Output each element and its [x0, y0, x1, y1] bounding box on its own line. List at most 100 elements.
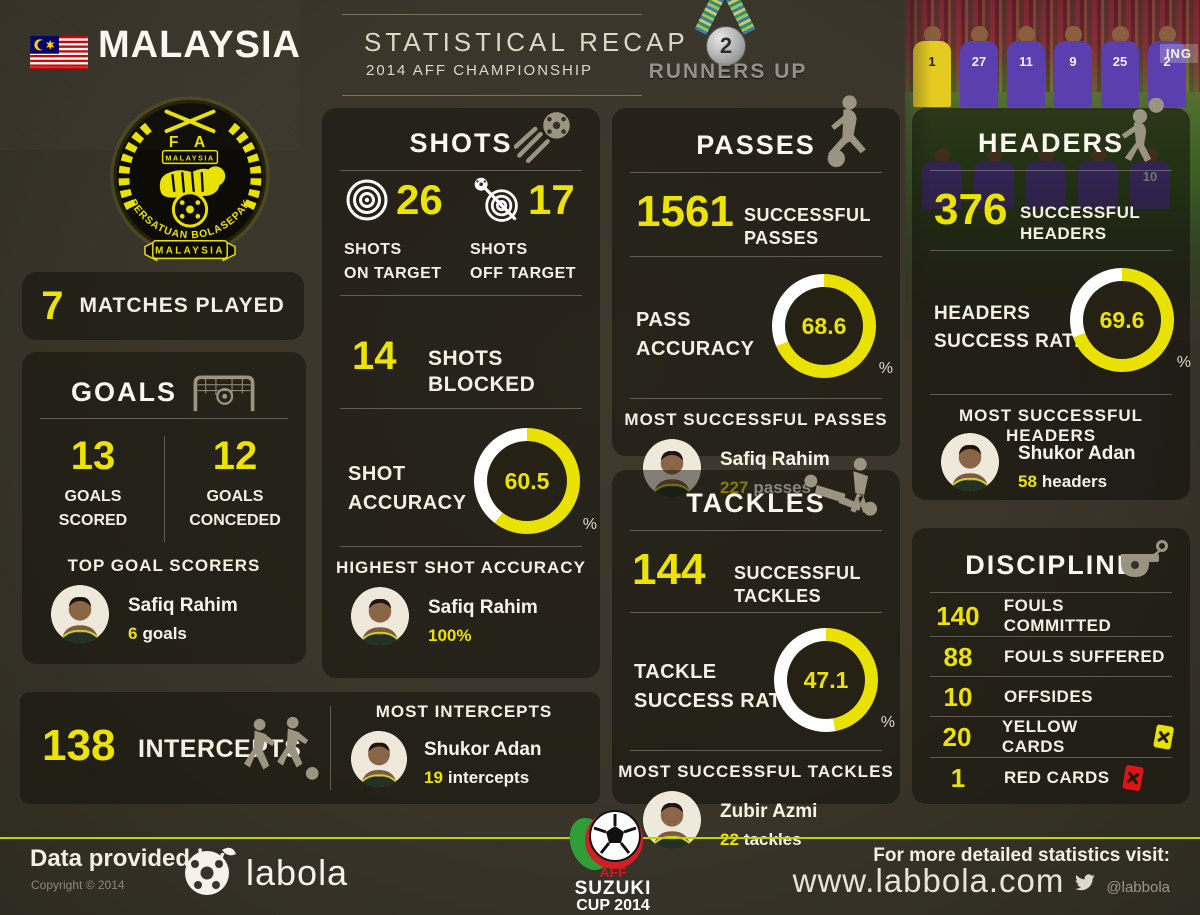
- yellow-card-icon: [1152, 722, 1176, 751]
- percent-sign: %: [878, 360, 893, 377]
- goals-scored-value: 13: [70, 434, 116, 478]
- headers-success-rate-gauge: 69.6 %: [1070, 268, 1191, 372]
- stat-unit: intercepts: [447, 767, 530, 787]
- stat-value: 58: [1018, 471, 1037, 491]
- offsides-value: 10: [943, 681, 973, 712]
- header-divider-bottom: [342, 95, 642, 96]
- twitter-handle[interactable]: @labbola: [1106, 879, 1170, 896]
- intercepts-strip: 138 INTERCEPTS MOST INTERCEPTS Shukor Ad…: [20, 692, 600, 804]
- top-scorer-stat: Safiq Rahim 6 goals: [128, 592, 238, 646]
- player-name: Zubir Azmi: [720, 801, 818, 822]
- stat-value: 100%: [428, 625, 472, 645]
- intercepts-label: INTERCEPTS: [138, 735, 302, 763]
- comet-ball-icon: [514, 112, 570, 164]
- discipline-row: 1 RED CARDS: [928, 758, 1176, 798]
- highest-shot-accuracy-stat: Safiq Rahim 100%: [428, 594, 538, 648]
- suzuki-line2: CUP 2014: [576, 897, 650, 913]
- shot-accuracy-value: 60.5: [504, 467, 550, 494]
- most-intercepts-stat: Shukor Adan 19 intercepts: [424, 736, 542, 790]
- player-avatar: [50, 584, 110, 644]
- successful-tackles-label: SUCCESSFUL TACKLES: [734, 563, 861, 606]
- fouls-committed-label: FOULS COMMITTED: [1003, 596, 1112, 635]
- goals-scored-label: GOALS: [64, 488, 122, 505]
- intercept-players-icon: [243, 716, 319, 780]
- player-name: Shukor Adan: [1018, 443, 1136, 464]
- player-avatar: [940, 432, 1000, 492]
- successful-tackles-value: 144: [632, 545, 706, 594]
- medal-label: RUNNERS UP: [648, 60, 808, 83]
- successful-passes-label: SUCCESSFUL PASSES: [744, 205, 871, 248]
- discipline-row: 20 YELLOW CARDS: [928, 717, 1176, 757]
- offsides-label: OFFSIDES: [1004, 687, 1094, 706]
- player-name: Shukor Adan: [424, 739, 542, 760]
- fam-crest-logo: F A MALAYSIA PERSATUAN BOLASEPAK MALAYSI…: [110, 96, 270, 262]
- stat-value: 22: [720, 829, 739, 849]
- stat-value: 19: [424, 767, 443, 787]
- goals-conceded-label: GOALS: [206, 488, 264, 505]
- kicking-player-icon: [827, 95, 866, 168]
- headers-success-rate-value: 69.6: [1099, 306, 1145, 333]
- tackle-players-icon: [804, 457, 878, 516]
- header-divider-top: [342, 14, 642, 15]
- goals-conceded-value: 12: [212, 434, 258, 478]
- player-name: Safiq Rahim: [720, 449, 830, 470]
- most-successful-passes-title: MOST SUCCESSFUL PASSES: [624, 410, 888, 429]
- most-successful-tackles-title: MOST SUCCESSFUL TACKLES: [618, 762, 894, 781]
- tackle-success-rate-value: 47.1: [803, 666, 849, 693]
- goals-panel: GOALS 13 GOALS SCORED 12 GOALS CONCEDED: [22, 352, 306, 664]
- fouls-suffered-value: 88: [943, 641, 973, 672]
- copyright-label: Copyright © 2014: [31, 878, 125, 892]
- goal-net-icon: [193, 375, 255, 412]
- stat-unit: goals: [142, 623, 187, 643]
- page-subtitle: 2014 AFF CHAMPIONSHIP: [366, 62, 594, 79]
- shots-blocked-value: 14: [352, 334, 397, 378]
- headers-title: HEADERS: [977, 128, 1125, 158]
- pass-accuracy-label: PASS ACCURACY: [636, 309, 755, 360]
- shots-title: SHOTS: [409, 128, 513, 158]
- stat-value: 227: [720, 477, 749, 497]
- suzuki-aff-text: AFF: [599, 864, 627, 880]
- stat-unit: tackles: [743, 829, 802, 849]
- page-title: STATISTICAL RECAP: [364, 27, 689, 57]
- shots-off-target-label: OFF TARGET: [470, 265, 577, 282]
- shots-on-target-value: 26: [396, 176, 443, 223]
- medal-icon: 2: [706, 26, 746, 66]
- off-target-icon: [474, 177, 518, 222]
- shots-on-target-label: SHOTS: [344, 241, 402, 258]
- percent-sign: %: [582, 516, 597, 533]
- labola-logo-text: labola: [246, 852, 349, 893]
- tackle-success-rate-label: TACKLE SUCCESS RATE: [634, 661, 796, 712]
- fouls-committed-value: 140: [936, 600, 980, 631]
- most-successful-headers-stat: Shukor Adan 58 headers: [1018, 440, 1136, 494]
- whistle-icon: [1121, 540, 1168, 577]
- labola-logo-icon: [185, 847, 236, 895]
- goals-conceded-label: CONCEDED: [189, 512, 281, 529]
- stat-unit: headers: [1041, 471, 1108, 491]
- successful-headers-label: SUCCESSFUL HEADERS: [1020, 203, 1140, 244]
- headers-success-rate-label: HEADERS SUCCESS RATE: [934, 303, 1088, 352]
- crest-banner-bottom: MALAYSIA: [155, 245, 225, 256]
- shots-blocked-label: SHOTS BLOCKED: [428, 347, 536, 397]
- yellow-cards-value: 20: [942, 721, 972, 752]
- discipline-row: 10 OFFSIDES: [928, 677, 1176, 717]
- crest-fa-text: F A: [169, 134, 211, 151]
- red-card-icon: [1121, 763, 1146, 793]
- shots-off-target-label: SHOTS: [470, 241, 528, 258]
- most-intercepts-title: MOST INTERCEPTS: [375, 702, 553, 721]
- passes-title: PASSES: [696, 130, 816, 160]
- shots-on-target-label: ON TARGET: [344, 265, 442, 282]
- discipline-row: 140 FOULS COMMITTED: [928, 596, 1176, 636]
- twitter-icon: [1075, 874, 1096, 891]
- website-link[interactable]: www.labbola.com: [792, 862, 1065, 899]
- shots-off-target-value: 17: [528, 176, 575, 223]
- percent-sign: %: [1176, 354, 1191, 371]
- top-goal-scorers-title: TOP GOAL SCORERS: [67, 556, 261, 575]
- player-name: Safiq Rahim: [428, 597, 538, 618]
- percent-sign: %: [880, 714, 895, 731]
- passes-panel: PASSES 1561 SUCCESSFUL PASSES PASS ACCUR…: [612, 95, 900, 456]
- visit-label: For more detailed statistics visit:: [873, 845, 1170, 866]
- tackle-success-rate-gauge: 47.1 %: [774, 628, 895, 732]
- successful-passes-value: 1561: [636, 187, 734, 236]
- stat-value: 6: [128, 623, 138, 643]
